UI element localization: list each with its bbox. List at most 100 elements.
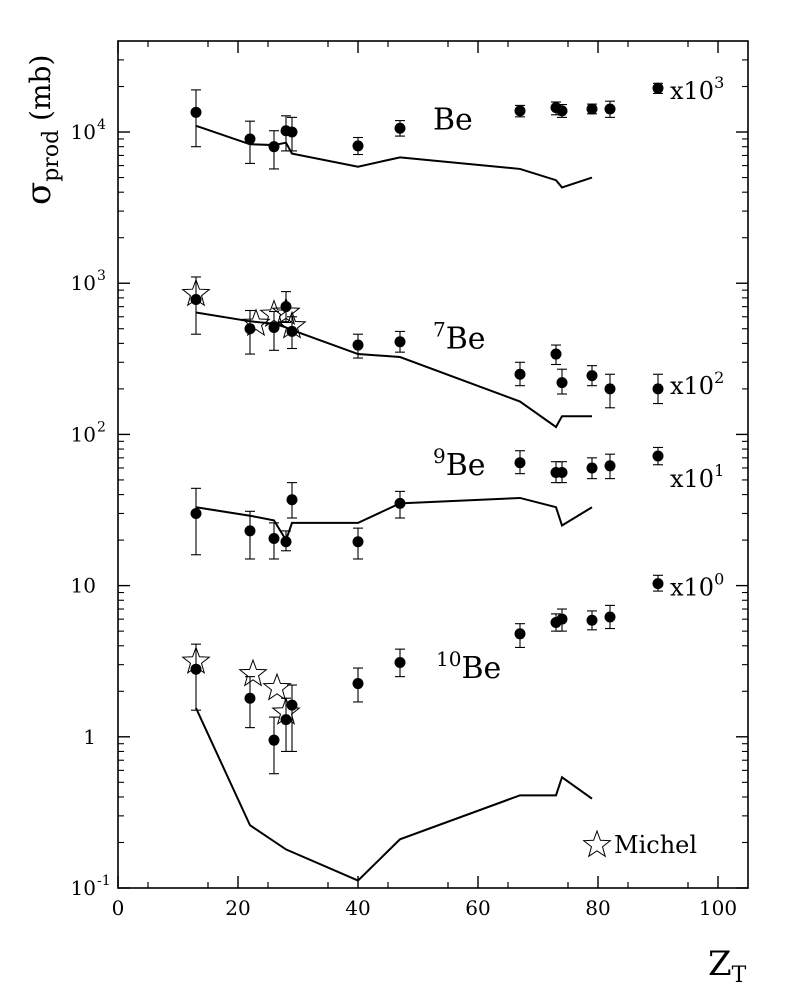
series-10-label-element: Be [461, 651, 501, 686]
series-nat-label: Be [433, 102, 473, 137]
y-axis-label-subscript: prod [39, 130, 64, 182]
legend-michel-label: Michel [614, 831, 697, 859]
series-nat-data-point [244, 133, 256, 145]
y-tick-label-exponent: -1 [97, 873, 111, 889]
series-9-data-point [352, 536, 364, 548]
y-tick-label-base: 10 [71, 120, 96, 144]
x-tick-label: 60 [465, 896, 490, 920]
series-10-michel-star [271, 696, 301, 725]
series-7-data-point [550, 348, 562, 360]
x-axis-label-main: Z [708, 944, 732, 984]
y-tick-label-base: 10 [71, 876, 96, 900]
x-tick-label: 80 [585, 896, 610, 920]
y-tick-label: 10 [71, 120, 96, 144]
series-nat-label-element: Be [433, 102, 473, 137]
calculation-lines-layer [195, 124, 593, 882]
series-7-michel-star [181, 278, 211, 307]
series-10-data-point [586, 614, 598, 626]
series-nat-data-point [514, 105, 526, 117]
series-7-michel-star [241, 308, 271, 337]
series-7-data-point [652, 383, 664, 395]
series-7-data-point [352, 339, 364, 351]
series-10-data-point [280, 714, 292, 726]
series-9-label-element: Be [446, 448, 486, 483]
series-10-scale-exponent: 0 [714, 570, 724, 589]
series-10-data-point [352, 678, 364, 690]
series-10-michel-star [238, 658, 268, 687]
y-tick-label-exponent: 2 [97, 419, 106, 435]
series-nat-scale-base: x10 [670, 77, 714, 105]
series-10-data-point [514, 628, 526, 640]
series-10-michel-star [262, 672, 292, 701]
series-7-label-mass: 7 [433, 318, 446, 342]
x-axis-label: ZT [708, 944, 747, 986]
series-9-scale-base: x10 [670, 465, 714, 493]
series-10-data-point [604, 611, 616, 623]
series-7-data-point [556, 377, 568, 389]
x-tick-label: 40 [345, 896, 370, 920]
y-tick-label-exponent: 3 [97, 268, 106, 284]
legend-michel-star [582, 829, 612, 858]
y-tick-label-base: 10 [71, 422, 96, 446]
series-10-label: 10Be [436, 647, 501, 686]
series-nat-data-point [190, 106, 202, 118]
series-7-data-point [268, 321, 280, 333]
y-tick-label-base: 10 [71, 271, 96, 295]
series-nat-data-point [394, 122, 406, 134]
x-tick-label: 20 [225, 896, 250, 920]
series-9-scale-label: x101 [670, 461, 724, 493]
michel-points-layer [181, 278, 307, 725]
y-tick-label: 1 [83, 725, 96, 749]
y-tick-label: 10 [71, 422, 96, 446]
series-9-data-point [556, 466, 568, 478]
series-10-scale-base: x10 [670, 574, 714, 602]
series-10-data-point [556, 613, 568, 625]
series-nat-data-point [556, 105, 568, 117]
series-10-scale-label: x100 [670, 570, 724, 602]
series-nat-data-point [352, 140, 364, 152]
data-points-layer [190, 82, 664, 746]
series-9-data-point [286, 494, 298, 506]
series-7-label-element: Be [446, 322, 486, 357]
series-9-label-mass: 9 [433, 444, 446, 468]
series-7-michel-star [271, 297, 301, 326]
y-tick-label-base: 1 [83, 725, 96, 749]
series-10-data-point [394, 657, 406, 669]
series-7-data-point [394, 336, 406, 348]
x-axis-label-subscript: T [732, 963, 747, 986]
x-tick-label: 0 [112, 896, 125, 920]
y-axis-label: σprod (mb) [19, 55, 64, 205]
series-nat-scale-exponent: 3 [714, 73, 724, 92]
y-tick-label-exponent: 4 [97, 117, 106, 133]
series-7-data-point [604, 383, 616, 395]
series-9-label: 9Be [433, 444, 486, 483]
y-axis-label-unit: (mb) [24, 55, 57, 130]
series-9-data-point [586, 462, 598, 474]
y-tick-label-base: 10 [71, 574, 96, 598]
series-9-data-point [268, 532, 280, 544]
series-nat-data-point [652, 82, 664, 94]
series-nat-data-point [604, 103, 616, 115]
series-nat-data-point [586, 103, 598, 115]
series-7-michel-star [259, 299, 289, 328]
series-9-data-point [652, 450, 664, 462]
y-tick-label: 10 [71, 876, 96, 900]
series-9-data-point [190, 507, 202, 519]
series-10-data-point [268, 734, 280, 746]
y-tick-label: 10 [71, 271, 96, 295]
series-9-data-point [514, 457, 526, 469]
x-tick-label: 100 [699, 896, 737, 920]
series-9-calc-line [195, 496, 593, 543]
series-7-data-point [514, 368, 526, 380]
series-7-data-point [586, 370, 598, 382]
series-9-data-point [244, 525, 256, 537]
series-nat-scale-label: x103 [670, 73, 724, 105]
series-7-scale-label: x102 [670, 368, 724, 400]
series-10-data-point [244, 692, 256, 704]
series-9-data-point [394, 497, 406, 509]
series-7-michel-star [277, 310, 307, 339]
series-nat-calc-line [195, 124, 593, 189]
